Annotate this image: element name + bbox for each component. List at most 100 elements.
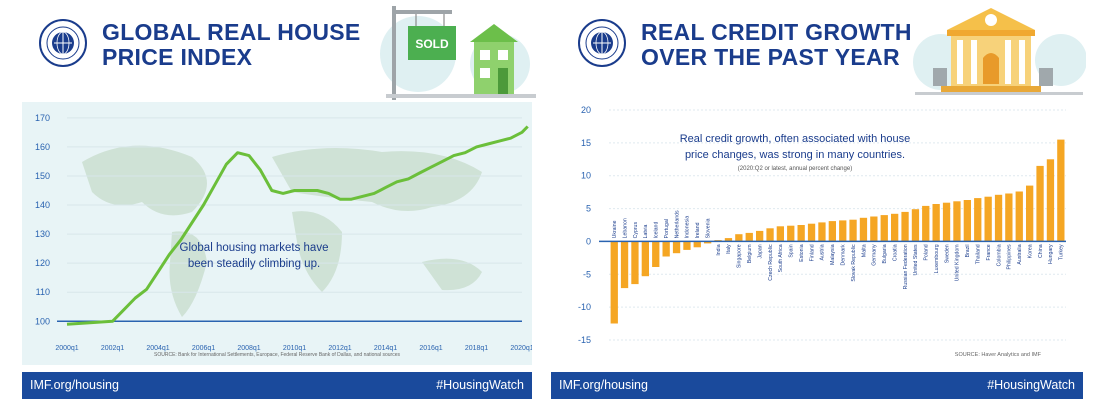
category-label: Indonesia [685, 216, 691, 239]
bar-czech-republic [766, 228, 774, 242]
credit-growth-bar-chart: -15 -10 -5 0 5 10 15 20 Ukraine Lebanon Cyprus Lat… [578, 105, 1066, 358]
imf-seal-icon [39, 19, 87, 67]
category-label: United Kingdom [955, 244, 961, 281]
page-title: GLOBAL REAL HOUSE PRICE INDEX [102, 20, 361, 70]
category-label: Netherlands [674, 210, 680, 238]
category-label: Lebanon [622, 218, 628, 238]
bar-denmark [839, 220, 847, 242]
footer-hashtag[interactable]: #HousingWatch [987, 378, 1075, 392]
bar-estonia [797, 225, 805, 242]
category-label: Japan [757, 244, 763, 258]
category-label: Iceland [654, 222, 660, 239]
category-label: Sweden [944, 244, 950, 263]
page-title: REAL CREDIT GROWTH OVER THE PAST YEAR [641, 20, 912, 70]
footer-link[interactable]: IMF.org/housing [559, 378, 648, 392]
bar-germany [870, 216, 878, 242]
category-label: Ukraine [612, 220, 618, 238]
title-line-1: REAL CREDIT GROWTH [641, 19, 912, 45]
footer-hashtag[interactable]: #HousingWatch [436, 378, 524, 392]
footer-bar: IMF.org/housing #HousingWatch [551, 372, 1083, 399]
bar-hungary [1046, 159, 1055, 242]
sold-sign-text: SOLD [415, 37, 449, 51]
category-label: Croatia [892, 244, 898, 261]
bar-colombia [994, 194, 1003, 242]
x-tick-label: 2000q1 [55, 345, 78, 352]
y-tick-label: 170 [35, 113, 50, 123]
bar-spain [787, 225, 795, 242]
bar-belgium [745, 232, 753, 242]
category-label: Australia [1017, 244, 1023, 264]
bar-russian-federation [901, 211, 909, 242]
bar-croatia [891, 213, 899, 242]
category-label: Austria [820, 244, 826, 260]
footer-link[interactable]: IMF.org/housing [30, 378, 119, 392]
category-label: Thailand [976, 244, 982, 264]
category-label: South Africa [778, 244, 784, 272]
bar-china [1036, 165, 1044, 242]
bar-ireland [693, 241, 701, 248]
x-tick-label: 2014q1 [374, 345, 397, 352]
y-tick-label: 150 [35, 171, 50, 181]
title-line-2: PRICE INDEX [102, 44, 253, 70]
category-label: Germany [872, 244, 878, 266]
x-tick-label: 2020q1 [510, 345, 532, 352]
category-label: Bulgaria [882, 244, 888, 263]
category-label: Brazil [965, 244, 971, 257]
source-note: SOURCE: Haver Analytics and IMF [955, 352, 1042, 358]
category-label: Finland [809, 244, 815, 261]
category-label: Italy [726, 244, 732, 254]
bar-malta [859, 217, 868, 242]
bar-japan [756, 230, 764, 242]
house-price-line-chart: 100 110 120 130 140 150 160 170 2000q1 2002q1 200… [35, 113, 532, 358]
category-label: Portugal [664, 219, 670, 238]
bar-cyprus [631, 241, 639, 285]
y-tick-label: -15 [578, 335, 591, 345]
category-label: Russian Federation [903, 244, 909, 289]
y-tick-label: -5 [583, 269, 591, 279]
x-tick-label: 2010q1 [283, 345, 306, 352]
chart-annotation-line-1: Global housing markets have [180, 242, 329, 254]
y-tick-label: 130 [35, 229, 50, 239]
y-tick-label: 120 [35, 258, 50, 268]
category-label: Slovenia [706, 218, 712, 238]
category-label: China [1038, 244, 1044, 258]
y-tick-label: 160 [35, 142, 50, 152]
x-tick-label: 2008q1 [237, 345, 260, 352]
credit-growth-panel: REAL CREDIT GROWTH OVER THE PAST YEAR -1… [551, 0, 1102, 414]
bar-singapore [735, 234, 743, 242]
category-label: Singapore [737, 244, 743, 268]
bar-ukraine [610, 241, 618, 324]
y-tick-label: 110 [36, 287, 50, 297]
bar-brazil [963, 200, 971, 242]
category-label: Estonia [799, 244, 805, 261]
footer-bar: IMF.org/housing #HousingWatch [22, 372, 532, 399]
category-label: Hungary [1048, 244, 1054, 264]
y-tick-label: 10 [581, 171, 591, 181]
title-line-1: GLOBAL REAL HOUSE [102, 19, 361, 45]
bar-malaysia [828, 221, 836, 242]
x-tick-label: 2018q1 [465, 345, 488, 352]
bar-luxembourg [932, 204, 940, 242]
y-tick-label: -10 [578, 302, 591, 312]
bar-poland [922, 205, 930, 242]
x-tick-label: 2016q1 [419, 345, 442, 352]
bar-iceland [652, 241, 660, 267]
bar-netherlands [672, 241, 681, 254]
category-label: Poland [924, 244, 930, 260]
y-tick-label: 20 [581, 105, 591, 115]
category-label: United States [913, 244, 919, 276]
chart-annotation-line-2: been steadily climbing up. [188, 258, 320, 270]
house-price-series-line [66, 125, 529, 326]
category-label: Czech Republic [768, 244, 774, 281]
x-tick-label: 2004q1 [146, 345, 169, 352]
imf-seal-icon [578, 19, 626, 67]
source-note: SOURCE: Bank for International Settlemen… [154, 352, 400, 358]
category-label: Philippines [1007, 244, 1013, 269]
x-tick-label: 2012q1 [328, 345, 351, 352]
y-tick-label: 100 [35, 316, 50, 326]
category-label: Cyprus [633, 222, 639, 239]
category-label: Ireland [695, 222, 701, 238]
bar-france [984, 196, 992, 242]
chart-annotation-line-1: Real credit growth, often associated wit… [680, 133, 911, 145]
category-label: Turkey [1059, 244, 1065, 260]
